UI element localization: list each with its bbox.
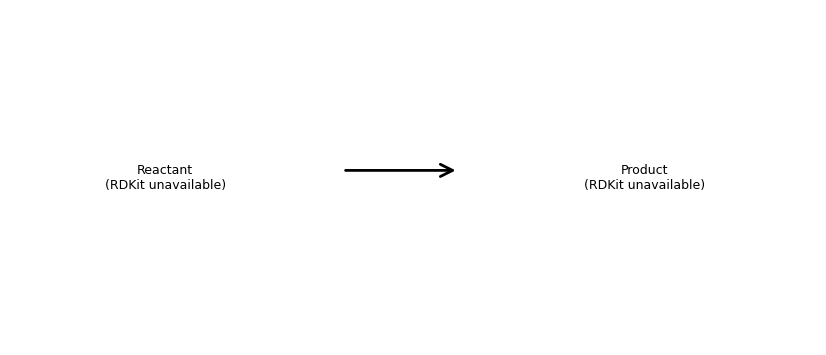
Text: Reactant
(RDKit unavailable): Reactant (RDKit unavailable): [105, 164, 225, 191]
Text: Product
(RDKit unavailable): Product (RDKit unavailable): [584, 164, 705, 191]
